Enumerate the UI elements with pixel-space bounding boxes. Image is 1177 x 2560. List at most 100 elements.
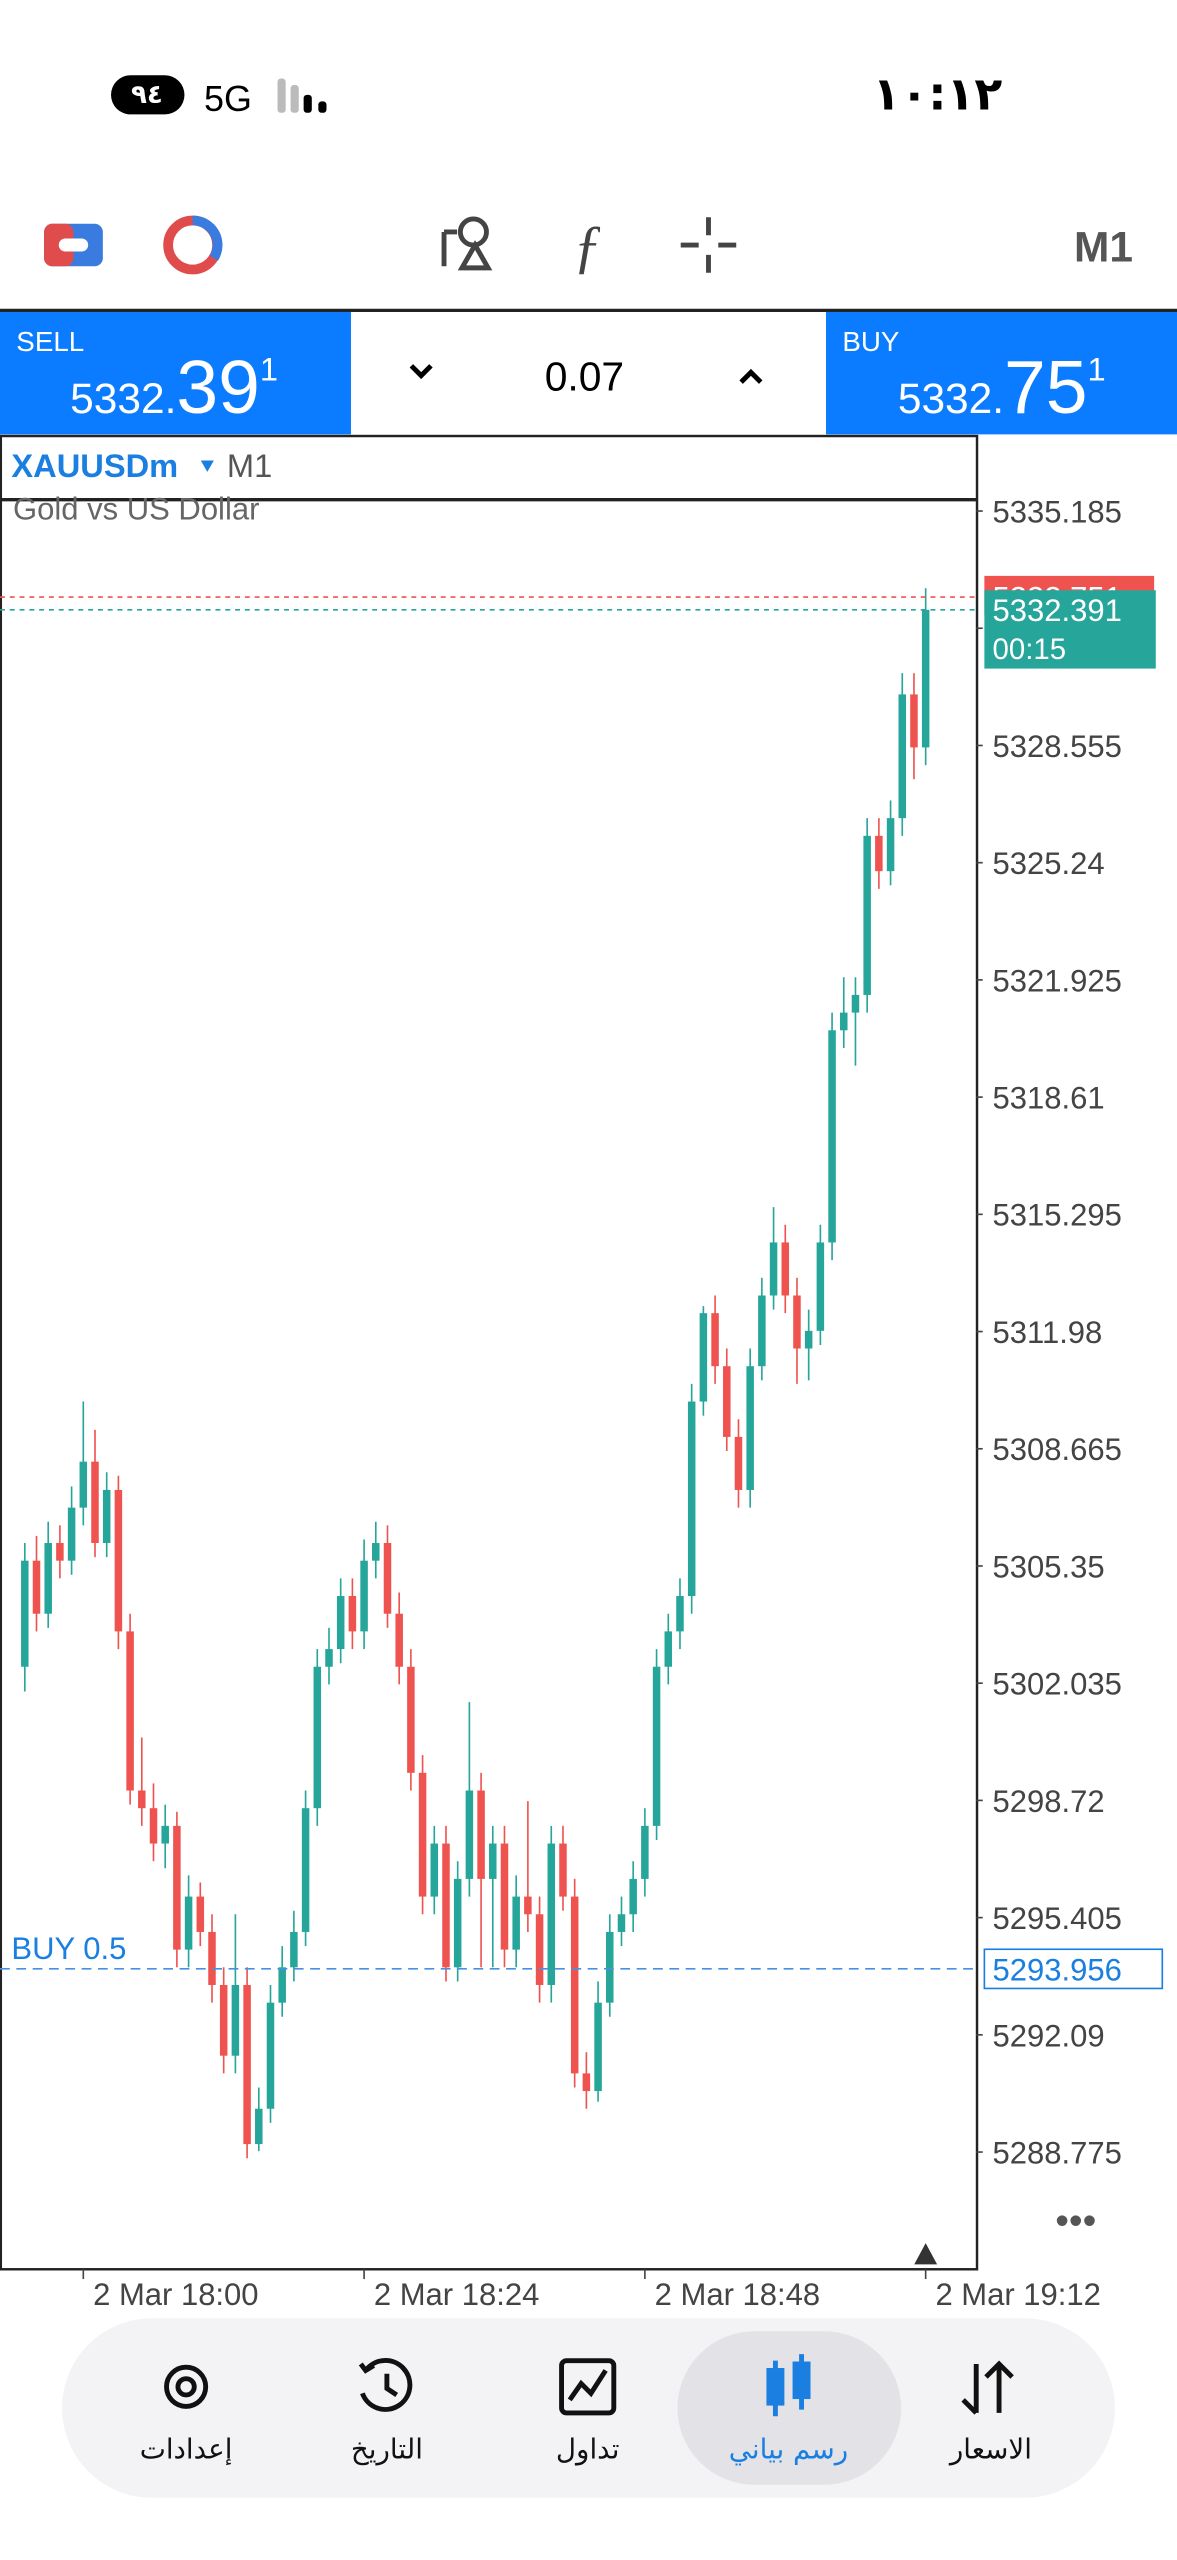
candle-body <box>184 1896 193 1950</box>
candle-body <box>453 1878 462 1968</box>
candle-body <box>664 1631 673 1667</box>
candle-body <box>395 1613 403 1667</box>
y-tick-label: 5292.09 <box>993 2018 1105 2053</box>
nav-label[interactable]: تداول <box>556 2433 620 2466</box>
candle-body <box>652 1666 661 1826</box>
candle-body <box>278 1967 286 2003</box>
plot: 5335.1855331.875328.5555325.245321.92553… <box>0 494 1164 2312</box>
buy-button[interactable] <box>826 311 1177 435</box>
candle-body <box>687 1401 696 1597</box>
toolbar-icons[interactable]: ƒ <box>44 214 737 279</box>
y-tick-label: 5315.295 <box>993 1198 1122 1233</box>
volume-down[interactable] <box>409 364 433 380</box>
candle-body <box>336 1596 345 1650</box>
candle-body <box>840 1012 848 1031</box>
battery <box>111 75 185 115</box>
candle-body <box>758 1295 766 1367</box>
candle-body <box>489 1843 497 1879</box>
symbol[interactable]: XAUUSDm <box>11 447 178 484</box>
x-tick-label: 2 Mar 18:00 <box>93 2277 258 2312</box>
y-tick-label: 5305.35 <box>993 1549 1105 1584</box>
candle-body <box>430 1843 439 1897</box>
order-price-box <box>983 1948 1164 1990</box>
candle-body <box>500 1843 509 1950</box>
candle-body <box>828 1030 836 1243</box>
candle-body <box>67 1507 76 1561</box>
sell-button[interactable] <box>0 311 351 435</box>
timeframe[interactable]: M1 <box>1074 223 1133 270</box>
candle-body <box>383 1542 392 1614</box>
candle-body <box>360 1560 368 1632</box>
candle-body <box>126 1631 134 1791</box>
candle-body <box>816 1242 825 1331</box>
sell-price: 5332.391 <box>70 345 278 429</box>
network: 5G <box>204 78 252 119</box>
candle-body <box>266 2002 275 2109</box>
x-tick-label: 2 Mar 18:24 <box>374 2277 539 2312</box>
candle-body <box>524 1896 532 1915</box>
y-tick-label: 5295.405 <box>993 1901 1122 1936</box>
more[interactable]: ••• <box>1055 2199 1096 2242</box>
candle-body <box>676 1596 684 1632</box>
candle-body <box>231 1984 240 2056</box>
order-price: 5293.956 <box>993 1952 1122 1987</box>
candle-body <box>886 818 895 872</box>
nav-icons[interactable] <box>164 2354 1014 2417</box>
candle-body <box>348 1596 357 1632</box>
nav-items: إعدادات التاريخ تداول رسم بياني الاسعار <box>140 2433 1032 2466</box>
chart-timeframe: M1 <box>227 447 272 484</box>
svg-text:ƒ: ƒ <box>573 214 602 279</box>
symbol-dropdown[interactable] <box>200 460 214 472</box>
candle-body <box>734 1436 743 1490</box>
candle-body <box>641 1825 649 1879</box>
candle-body <box>804 1330 813 1349</box>
signal <box>277 78 327 113</box>
candle-body <box>851 994 860 1013</box>
candle-body <box>173 1825 181 1950</box>
bid-label-bg <box>984 590 1156 669</box>
candle-body <box>723 1366 731 1437</box>
candle-body <box>559 1843 567 1897</box>
candle-body <box>769 1242 778 1296</box>
candle-body <box>208 1931 216 1985</box>
chart-frame <box>0 434 979 2271</box>
nav-label[interactable]: التاريخ <box>351 2433 423 2466</box>
candle-body <box>407 1666 415 1773</box>
nav-label[interactable]: الاسعار <box>948 2433 1032 2466</box>
current-bar-marker <box>914 2243 938 2265</box>
clock: ١٠:١٢ <box>873 68 1003 121</box>
candle-body <box>898 694 907 819</box>
y-tick-label: 5328.555 <box>993 729 1122 764</box>
candle-body <box>535 1914 544 1985</box>
candle-body <box>313 1666 322 1809</box>
y-tick-label: 5325.24 <box>993 846 1105 881</box>
candle-body <box>325 1649 333 1667</box>
battery-level: ٩٤ <box>131 80 163 110</box>
candle-body <box>372 1542 380 1561</box>
candle-body <box>606 1931 614 2003</box>
x-tick-label: 2 Mar 18:48 <box>655 2277 820 2312</box>
candle-body <box>418 1772 427 1897</box>
nav-label[interactable]: إعدادات <box>140 2433 233 2466</box>
volume-up[interactable] <box>739 368 763 384</box>
candle-body <box>570 1896 579 2074</box>
nav-label[interactable]: رسم بياني <box>729 2433 848 2466</box>
bid-label: 5332.391 <box>993 593 1122 628</box>
candle-body <box>746 1366 754 1490</box>
buy-price: 5332.751 <box>898 345 1106 429</box>
volume[interactable]: 0.07 <box>545 353 624 399</box>
candle-body <box>699 1313 708 1402</box>
candle-body <box>594 2002 602 2092</box>
symbol-description: Gold vs US Dollar <box>13 491 259 526</box>
candle-body <box>79 1461 88 1508</box>
candle-body <box>910 694 918 748</box>
candle-body <box>442 1843 450 1968</box>
candle-body <box>290 1931 298 1968</box>
candle-body <box>91 1461 99 1543</box>
x-tick-label: 2 Mar 19:12 <box>935 2277 1100 2312</box>
order-label[interactable]: BUY 0.5 <box>11 1931 126 1966</box>
candle-body <box>582 2073 591 2092</box>
y-tick-label: 5311.98 <box>993 1315 1103 1350</box>
candle-body <box>547 1843 556 1985</box>
